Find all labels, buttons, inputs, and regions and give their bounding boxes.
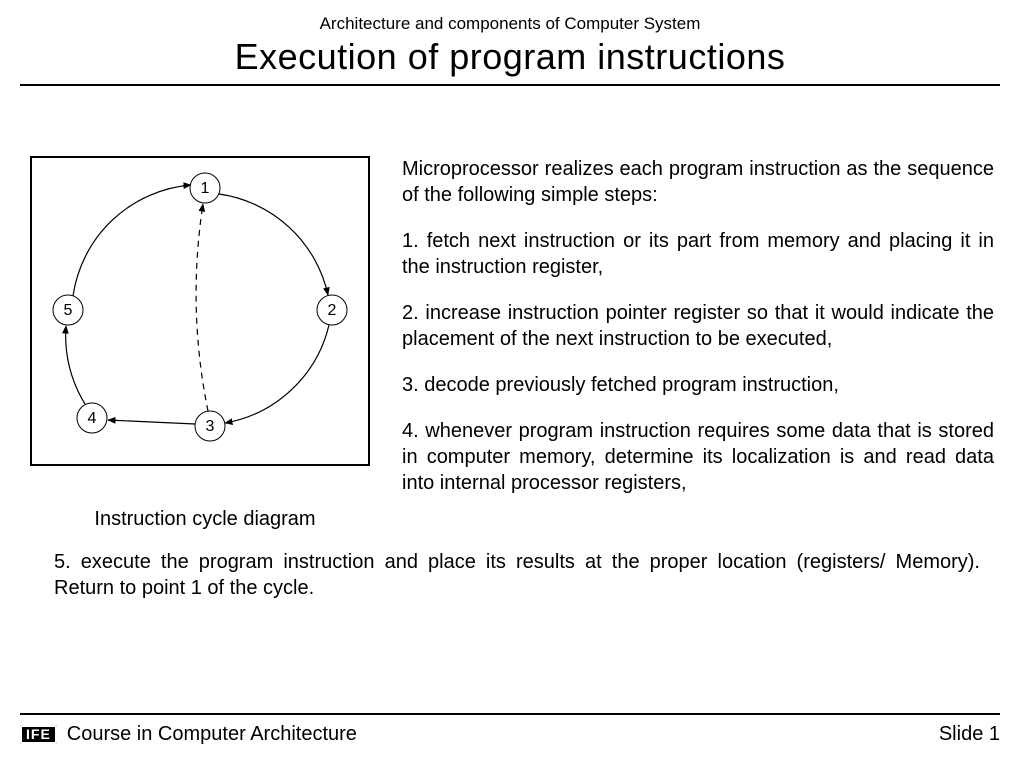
node-1: 1 — [190, 173, 220, 203]
step-2-text: 2. increase instruction pointer register… — [402, 300, 994, 352]
footer: IFE Course in Computer Architecture Slid… — [0, 713, 1020, 746]
svg-text:5: 5 — [64, 302, 73, 319]
header-subtitle: Architecture and components of Computer … — [20, 14, 1000, 34]
step-3-text: 3. decode previously fetched program ins… — [402, 372, 994, 398]
diagram-column: 1 2 3 4 5 Instruction cycle diagram — [20, 156, 380, 531]
edge-3-4 — [108, 420, 195, 424]
content-row: 1 2 3 4 5 Instruction cycle diagram Micr… — [20, 86, 1000, 531]
svg-text:1: 1 — [201, 180, 210, 197]
edge-1-2 — [219, 194, 328, 295]
cycle-svg: 1 2 3 4 5 — [32, 158, 368, 464]
step-1-text: 1. fetch next instruction or its part fr… — [402, 228, 994, 280]
edge-3-1-dashed — [196, 204, 208, 411]
text-column: Microprocessor realizes each program ins… — [402, 156, 1000, 531]
footer-rule — [20, 713, 1000, 715]
course-name: Course in Computer Architecture — [67, 723, 357, 746]
node-3: 3 — [195, 411, 225, 441]
node-2: 2 — [317, 295, 347, 325]
step-5-text: 5. execute the program instruction and p… — [20, 549, 1000, 601]
svg-text:3: 3 — [206, 418, 215, 435]
intro-text: Microprocessor realizes each program ins… — [402, 156, 994, 208]
svg-text:4: 4 — [88, 410, 97, 427]
slide-page: Architecture and components of Computer … — [0, 0, 1020, 764]
header-title: Execution of program instructions — [20, 36, 1000, 78]
step-4-text: 4. whenever program instruction requires… — [402, 418, 994, 496]
svg-text:2: 2 — [328, 302, 337, 319]
header: Architecture and components of Computer … — [20, 14, 1000, 78]
footer-left: IFE Course in Computer Architecture — [20, 723, 357, 746]
edge-2-3 — [225, 325, 329, 423]
edge-5-1 — [73, 185, 191, 296]
node-5: 5 — [53, 295, 83, 325]
ife-badge-icon: IFE — [20, 725, 57, 744]
footer-row: IFE Course in Computer Architecture Slid… — [20, 723, 1000, 746]
node-4: 4 — [77, 403, 107, 433]
slide-number: Slide 1 — [939, 723, 1000, 746]
diagram-caption: Instruction cycle diagram — [30, 508, 380, 531]
instruction-cycle-diagram: 1 2 3 4 5 — [30, 156, 370, 466]
edge-4-5 — [66, 326, 85, 404]
